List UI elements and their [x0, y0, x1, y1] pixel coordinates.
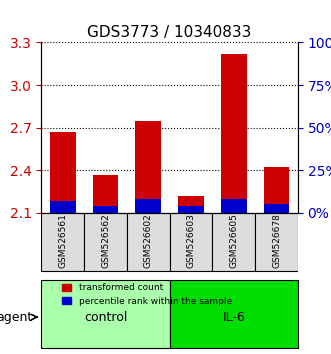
Text: agent: agent [0, 310, 33, 324]
Legend: transformed count, percentile rank within the sample: transformed count, percentile rank withi… [59, 280, 235, 309]
Text: GSM526561: GSM526561 [58, 213, 67, 268]
Bar [135, 121, 161, 213]
Text: GSM526605: GSM526605 [229, 213, 238, 268]
Text: control: control [84, 310, 127, 324]
Bar [93, 175, 118, 213]
FancyBboxPatch shape [169, 280, 298, 348]
FancyBboxPatch shape [213, 213, 255, 271]
Bar [221, 54, 247, 213]
Bar [264, 167, 289, 213]
Text: GSM526562: GSM526562 [101, 213, 110, 268]
FancyBboxPatch shape [255, 213, 298, 271]
FancyBboxPatch shape [127, 213, 169, 271]
Text: GSM526603: GSM526603 [186, 213, 196, 268]
FancyBboxPatch shape [169, 213, 213, 271]
FancyBboxPatch shape [84, 213, 127, 271]
Bar [50, 201, 75, 213]
Bar [264, 204, 289, 213]
FancyBboxPatch shape [41, 213, 84, 271]
Bar [178, 196, 204, 213]
Text: IL-6: IL-6 [222, 310, 245, 324]
Bar [178, 206, 204, 213]
Bar [93, 206, 118, 213]
FancyBboxPatch shape [41, 280, 169, 348]
Bar [135, 199, 161, 213]
Text: GSM526678: GSM526678 [272, 213, 281, 268]
Bar [221, 199, 247, 213]
Bar [50, 132, 75, 213]
Title: GDS3773 / 10340833: GDS3773 / 10340833 [87, 25, 252, 40]
Text: GSM526602: GSM526602 [144, 213, 153, 268]
